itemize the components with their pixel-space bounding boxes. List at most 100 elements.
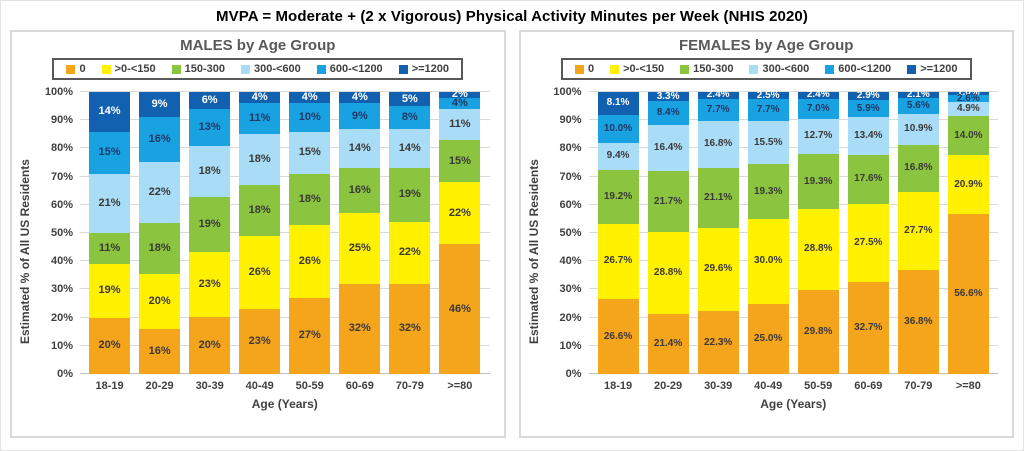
bar-segment: 2.1%: [897, 90, 939, 99]
y-axis-label: Estimated % of All US Residents: [18, 159, 32, 344]
bar-segment: 36.8%: [897, 270, 939, 374]
gridline: [80, 119, 490, 121]
gridline: [80, 147, 490, 149]
bar-segment: 23%: [239, 309, 281, 374]
bar-segment: 12.7%: [797, 118, 839, 155]
bar-segment: 56.6%: [947, 214, 989, 374]
bar-segment: 19%: [189, 197, 231, 252]
bar-segment: 25%: [339, 213, 381, 284]
bar-70-79: 36.8% 27.7% 16.8% 10.9% 5.6% 2.1%: [897, 90, 939, 374]
bar-segment: 21.7%: [647, 171, 689, 233]
bar-60-69: 32.7% 27.5% 17.6% 13.4% 5.9% 2.9%: [847, 91, 889, 374]
bar-segment: 13%: [189, 109, 231, 147]
legend-swatch-icon: [171, 64, 181, 74]
y-tick-label: 80%: [559, 142, 582, 155]
gridline: [80, 91, 490, 92]
bar-segment: 16.8%: [897, 144, 939, 192]
x-tick-label: 50-59: [804, 380, 833, 392]
legend-swatch-icon: [240, 64, 250, 74]
legend-swatch-icon: [907, 64, 917, 74]
bar-segment: 5.9%: [847, 100, 889, 117]
legend-swatch-icon: [610, 64, 620, 74]
y-axis-label: Estimated % of All US Residents: [526, 159, 541, 344]
gridline: [588, 232, 998, 233]
bar-segment: 2.4%: [697, 90, 739, 100]
bar-segment: 27.7%: [897, 191, 939, 271]
legend-label: 0: [587, 63, 595, 75]
bar-segment: 20.9%: [947, 155, 989, 215]
bar-segment: 19%: [389, 168, 431, 222]
bar-segment: 16%: [339, 168, 381, 214]
x-tick-label: 40-49: [754, 380, 783, 392]
chart-panel-females: FEMALES by Age Group 0 >0-<150 150-300 300-…: [518, 30, 1014, 438]
bar-segment: 23%: [189, 251, 231, 318]
bar-segment: 4%: [239, 92, 281, 104]
y-tick-label: 30%: [559, 283, 582, 296]
x-tick-label: 50-59: [295, 380, 324, 392]
bar-segment: 16%: [139, 117, 181, 162]
bar-50-59: 27% 26% 18% 15% 10% 4%: [289, 92, 331, 374]
legend-item: 150-300: [680, 63, 733, 75]
bar-segment: 15%: [289, 131, 331, 174]
bar-segment: 27%: [289, 297, 331, 374]
legend-label: >=1200: [920, 63, 958, 75]
bar->=80: 56.6% 20.9% 14.0% 4.9% 2.6% 1.0%: [947, 88, 989, 374]
legend-swatch-icon: [316, 64, 326, 74]
bar-segment: 18%: [189, 146, 231, 198]
legend-label: 150-300: [693, 63, 734, 75]
legend-swatch-icon: [101, 64, 111, 74]
gridline: [80, 232, 490, 233]
legend-item: 300-<600: [240, 63, 301, 75]
gridline: [588, 119, 998, 121]
gridline: [588, 203, 998, 205]
bar-segment: 16.4%: [647, 125, 689, 172]
y-tick-label: 50%: [50, 227, 73, 239]
y-tick-label: 20%: [559, 311, 582, 324]
bar-segment: 11%: [439, 108, 481, 140]
bar-segment: 21.4%: [647, 313, 689, 374]
gridline: [588, 316, 998, 318]
bar-60-69: 32% 25% 16% 14% 9% 4%: [339, 92, 381, 374]
gridline: [80, 203, 490, 205]
charts-row: MALES by Age Group 0 >0-<150 150-300 300-<6…: [1, 25, 1023, 438]
bar-segment: 26%: [239, 235, 281, 310]
legend-label: 300-<600: [762, 63, 810, 75]
bar-segment: 19%: [89, 264, 131, 318]
gridline: [588, 147, 998, 149]
bar-segment: 7.7%: [747, 99, 789, 121]
legend-item: 600-<1200: [316, 63, 383, 75]
bar-segment: 2.6%: [947, 93, 989, 103]
bar-segment: 22%: [389, 221, 431, 284]
legend-swatch-icon: [749, 64, 759, 74]
bars: 26.6% 26.7% 19.2% 9.4% 10.0% 8.1% 21.4% 28.8% 21…: [589, 88, 999, 374]
x-tick-label: 30-39: [195, 380, 224, 392]
bar-18-19: 20% 19% 11% 21% 15% 14%: [89, 92, 131, 374]
y-tick-label: 20%: [50, 311, 73, 324]
bar-30-39: 20% 23% 19% 18% 13% 6%: [189, 92, 231, 374]
y-tick-label: 0%: [565, 368, 582, 380]
x-tick-label: >=80: [447, 380, 473, 392]
bar-segment: 20%: [139, 273, 181, 330]
bar-20-29: 21.4% 28.8% 21.7% 16.4% 8.4% 3.3%: [647, 91, 689, 374]
legend-label: >0-<150: [623, 63, 665, 75]
legend-item: >=1200: [907, 63, 958, 75]
bar-segment: 27.5%: [847, 204, 889, 282]
gridline: [588, 260, 998, 262]
legend-item: 150-300: [171, 63, 225, 75]
legend-label: >=1200: [411, 63, 450, 75]
bar-20-29: 16% 20% 18% 22% 16% 9%: [139, 92, 181, 374]
legend-swatch-icon: [574, 64, 584, 74]
bar-40-49: 23% 26% 18% 18% 11% 4%: [239, 92, 281, 374]
gridline: [588, 373, 998, 374]
bar-segment: 16.8%: [697, 120, 739, 168]
legend-item: 600-<1200: [825, 63, 891, 75]
y-tick-label: 10%: [50, 339, 73, 352]
chart-panel-males: MALES by Age Group 0 >0-<150 150-300 300-<6…: [10, 30, 506, 438]
bar-segment: 14%: [389, 128, 431, 169]
y-tick-label: 90%: [559, 114, 582, 127]
gridline: [80, 344, 490, 346]
bar-segment: 29.6%: [697, 227, 739, 312]
bar-segment: 10.0%: [597, 114, 639, 144]
legend-swatch-icon: [66, 64, 76, 74]
y-tick-label: 100%: [44, 86, 73, 98]
